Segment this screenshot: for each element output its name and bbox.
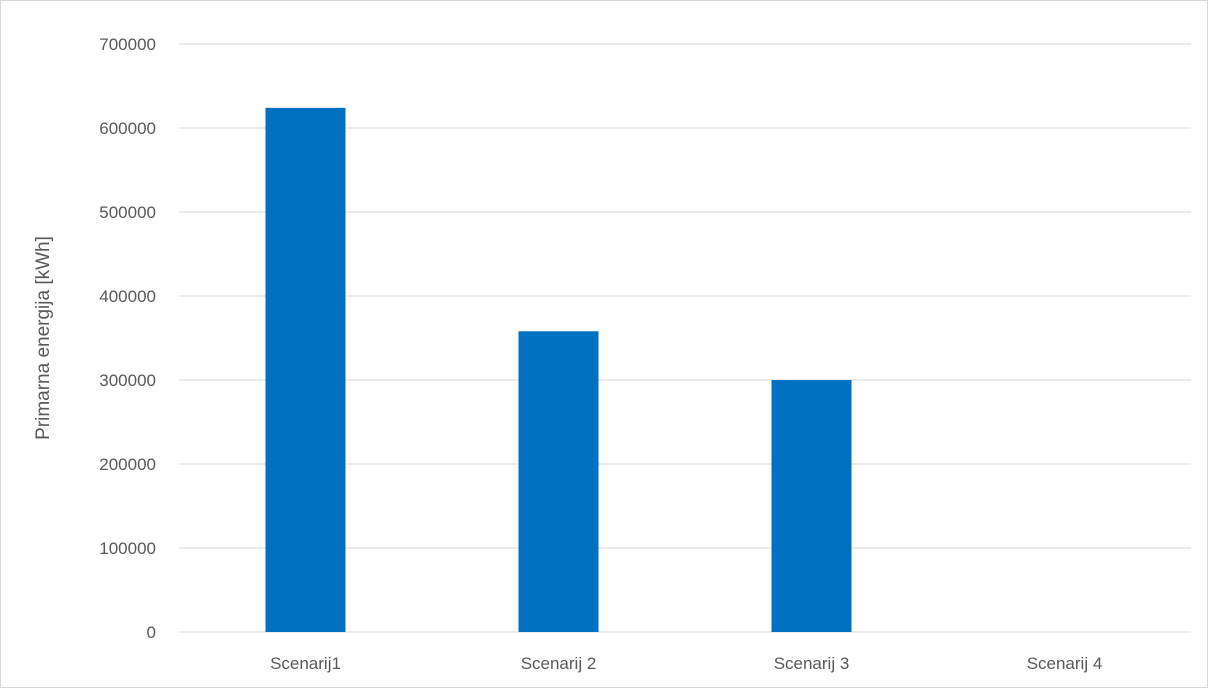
x-axis-tick-labels: Scenarij1 Scenarij 2 Scenarij 3 Scenarij 4 — [270, 654, 1102, 673]
y-tick-label: 400000 — [99, 287, 156, 306]
bar — [265, 107, 346, 633]
y-axis-tick-labels: 0 100000 200000 300000 400000 500000 600000 700… — [99, 35, 156, 642]
y-tick-label: 600000 — [99, 119, 156, 138]
y-tick-label: 0 — [147, 623, 156, 642]
y-tick-label: 200000 — [99, 455, 156, 474]
gridlines — [179, 43, 1191, 633]
y-axis-title: Primarna energija [kWh] — [33, 236, 54, 440]
x-tick-label: Scenarij 4 — [1027, 654, 1103, 673]
y-tick-label: 500000 — [99, 203, 156, 222]
x-tick-label: Scenarij 2 — [521, 654, 597, 673]
bar — [518, 331, 599, 632]
bars — [265, 107, 852, 633]
x-tick-label: Scenarij1 — [270, 654, 341, 673]
y-tick-label: 300000 — [99, 371, 156, 390]
y-tick-label: 700000 — [99, 35, 156, 54]
y-tick-label: 100000 — [99, 539, 156, 558]
bar — [771, 380, 852, 632]
x-tick-label: Scenarij 3 — [774, 654, 850, 673]
